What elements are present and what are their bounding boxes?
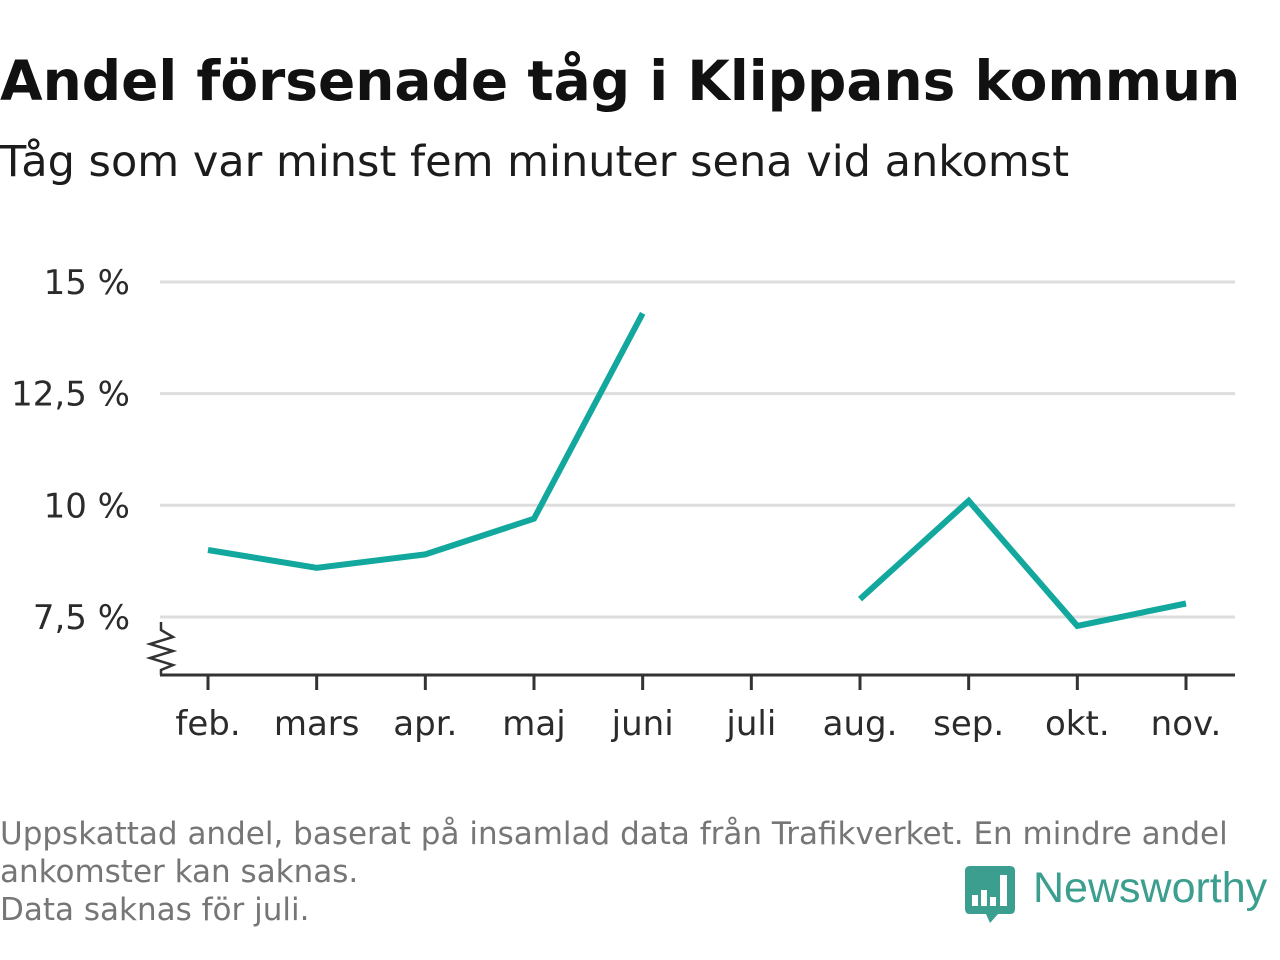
x-tick-label: aug. [823, 704, 898, 744]
series [207, 311, 1187, 630]
chart-subtitle: Tåg som var minst fem minuter sena vid a… [0, 137, 1070, 187]
x-tick-label: okt. [1045, 704, 1110, 744]
newsworthy-logo: Newsworthy [962, 862, 1276, 926]
x-tick-label: nov. [1151, 704, 1222, 744]
gridlines [160, 280, 1235, 619]
newsworthy-logo-icon [965, 866, 1015, 923]
x-tick-label: sep. [933, 704, 1004, 744]
missing-data-note: Data saknas för juli. [0, 892, 310, 928]
chart-notes: Uppskattad andel, baserat på insamlad da… [0, 815, 1262, 929]
x-tick-label: maj [502, 704, 565, 744]
y-tick-label: 15 % [44, 263, 130, 303]
line-chart: 7,5 % 10 % 12,5 % 15 % feb. mars apr. maj juni ju… [11, 263, 1235, 744]
x-tick-label: juli [725, 704, 776, 744]
axis-break-icon [145, 622, 178, 675]
x-tick-label: apr. [393, 704, 457, 744]
series-line [207, 311, 646, 571]
y-tick-label: 10 % [44, 486, 130, 526]
logo-text: Newsworthy [1033, 864, 1268, 912]
chart-title: Andel försenade tåg i Klippans kommun [0, 49, 1241, 113]
series-line [857, 496, 1187, 630]
x-tick-label: juni [611, 704, 674, 744]
source-note: Uppskattad andel, baserat på insamlad da… [0, 816, 1228, 890]
x-tick-label: feb. [175, 704, 240, 744]
y-axis-labels: 7,5 % 10 % 12,5 % 15 % [11, 263, 130, 638]
x-axis: feb. mars apr. maj juni juli aug. sep. okt. nov. [160, 673, 1235, 744]
x-tick-label: mars [274, 704, 360, 744]
y-tick-label: 7,5 % [33, 598, 130, 638]
y-tick-label: 12,5 % [11, 375, 130, 415]
